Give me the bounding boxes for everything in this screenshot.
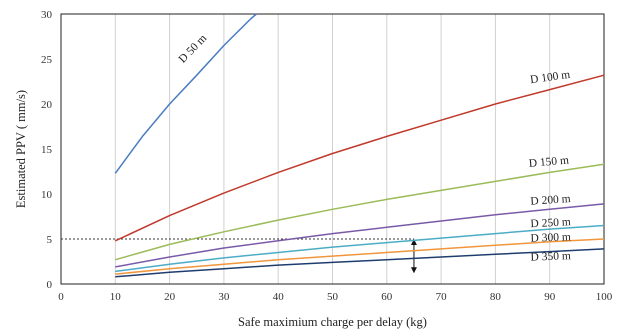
series-label: D 50 m [177,32,210,65]
y-tick-label: 30 [41,9,53,21]
series-group: D 50 m D 100 m D 150 m D 200 m D 250 mD 300 … [114,13,605,278]
series-line-d-100-m [114,74,605,242]
series-line-d-350-m [115,248,605,278]
x-axis-ticks: 0 10 20 30 40 50 60 70 80 90 100 [58,291,613,303]
series-label: D 100 m [529,69,571,86]
y-tick-label: 0 [47,279,53,291]
plot-area-frame [60,13,605,285]
arrow-head-down [410,267,417,274]
x-tick-label: 70 [436,291,448,303]
y-tick-label: 25 [41,54,53,66]
x-tick-label: 100 [596,291,613,303]
x-tick-label: 0 [58,291,64,303]
x-tick-label: 60 [381,291,393,303]
series-line-d-300-m [115,238,605,275]
y-tick-label: 15 [41,144,53,156]
x-axis-title: Safe maximium charge per delay (kg) [238,315,427,329]
y-tick-label: 10 [41,189,53,201]
arrow-head-up [410,239,417,245]
y-axis-ticks: 0 5 10 15 20 25 30 [41,9,53,291]
series-label: D 300 m [530,231,571,244]
y-tick-label: 5 [47,234,53,246]
x-tick-label: 80 [490,291,502,303]
series-line-d-50-m [114,13,257,174]
y-axis-title: Estimated PPV ( mm/s) [14,90,28,208]
x-tick-label: 90 [544,291,556,303]
x-tick-label: 50 [327,291,339,303]
series-line-d-200-m [115,203,605,268]
series-line-d-150-m [115,163,605,261]
series-label: D 200 m [530,193,571,208]
series-label: D 250 m [530,216,571,230]
x-tick-label: 10 [110,291,122,303]
grid-lines [114,14,551,284]
x-tick-label: 40 [273,291,285,303]
threshold-annotation [61,238,417,274]
series-label: D 150 m [528,155,569,170]
series-label: D 350 m [530,250,571,263]
y-tick-label: 20 [41,99,53,111]
x-tick-label: 30 [218,291,230,303]
series-line-d-250-m [115,224,605,273]
x-tick-label: 20 [164,291,176,303]
